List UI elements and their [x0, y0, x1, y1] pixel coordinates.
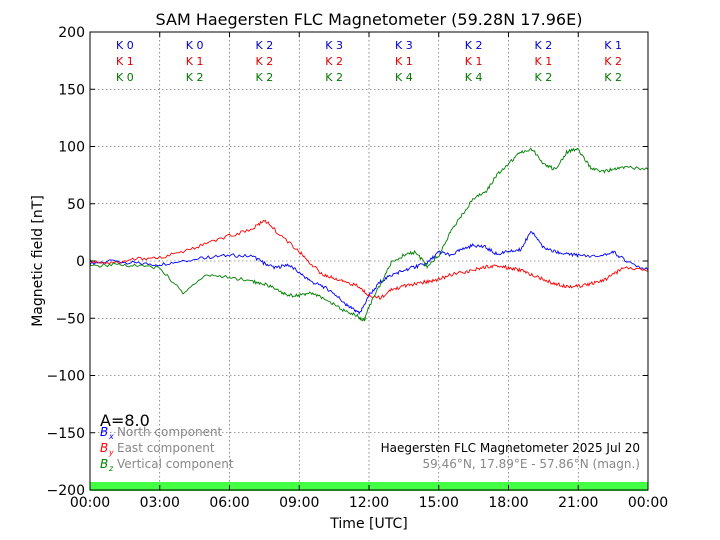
k-index-value: K 4 [465, 71, 483, 84]
y-tick-label: −150 [47, 426, 85, 442]
k-index-value: K 1 [186, 55, 204, 68]
y-tick-label: 50 [67, 197, 85, 213]
k-index-value: K 2 [325, 71, 343, 84]
k-index-value: K 2 [256, 39, 274, 52]
k-index-value: K 1 [116, 55, 134, 68]
x-axis-label: Time [UTC] [329, 516, 407, 532]
info-station: Haegersten FLC Magnetometer 2025 Jul 20 [381, 441, 640, 455]
k-index-value: K 2 [535, 71, 553, 84]
x-tick-label: 03:00 [140, 495, 180, 511]
k-index-value: K 1 [395, 55, 413, 68]
k-index-table: K 0 K 0 K 2 K 3 K 3 K 2 K 2 K 1 K 1 K 1 K 2 K 2 K 1 K… [116, 39, 622, 84]
y-tick-label: 150 [58, 82, 85, 98]
x-tick-label: 00:00 [70, 495, 110, 511]
y-axis-label: Magnetic field [nT] [30, 195, 46, 327]
x-tick-label: 06:00 [209, 495, 249, 511]
legend-subscript: z [108, 464, 114, 473]
k-index-value: K 1 [535, 55, 553, 68]
k-index-value: K 2 [604, 55, 622, 68]
k-index-value: K 3 [325, 39, 343, 52]
k-index-value: K 2 [256, 55, 274, 68]
x-tick-label: 09:00 [279, 495, 319, 511]
k-index-value: K 2 [186, 71, 204, 84]
k-index-value: K 1 [604, 39, 622, 52]
axis-ticks: 00:00 03:00 06:00 09:00 12:00 15:00 18:00 21:00… [47, 25, 669, 511]
a-index: A=8.0 [100, 411, 150, 430]
legend-symbol: B [100, 441, 108, 455]
info-coordinates: 59.46°N, 17.89°E - 57.86°N (magn.) [423, 457, 640, 471]
legend-subscript: y [108, 448, 114, 457]
k-index-value: K 2 [535, 39, 553, 52]
y-tick-label: 0 [76, 254, 85, 270]
legend-label: Vertical component [117, 457, 234, 471]
k-index-value: K 2 [256, 71, 274, 84]
x-tick-label: 15:00 [419, 495, 459, 511]
chart-title: SAM Haegersten FLC Magnetometer (59.28N … [156, 10, 583, 29]
y-tick-label: −50 [55, 311, 85, 327]
y-tick-label: 100 [58, 140, 85, 156]
x-tick-label: 21:00 [558, 495, 598, 511]
y-tick-label: 200 [58, 25, 85, 41]
k-index-value: K 2 [325, 55, 343, 68]
x-tick-label: 12:00 [349, 495, 389, 511]
x-tick-label: 18:00 [488, 495, 528, 511]
legend-label: North component [117, 425, 223, 439]
legend-symbol: B [100, 457, 108, 471]
legend-subscript: x [108, 432, 114, 441]
series-layer [89, 147, 649, 322]
legend-symbol: B [100, 425, 108, 439]
series-line-vertical [89, 147, 649, 322]
series-line-east [89, 219, 649, 300]
legend-label: East component [117, 441, 215, 455]
grid-lines [90, 32, 648, 490]
x-tick-label: 00:00 [628, 495, 668, 511]
series-line-north [89, 231, 649, 315]
k-index-value: K 4 [395, 71, 413, 84]
y-tick-label: −200 [47, 483, 85, 499]
k-index-value: K 2 [604, 71, 622, 84]
k-index-value: K 0 [116, 71, 134, 84]
k-index-value: K 0 [186, 39, 204, 52]
k-index-value: K 3 [395, 39, 413, 52]
k-index-value: K 1 [465, 55, 483, 68]
k-index-value: K 0 [116, 39, 134, 52]
k-index-value: K 2 [465, 39, 483, 52]
y-tick-label: −100 [47, 369, 85, 385]
